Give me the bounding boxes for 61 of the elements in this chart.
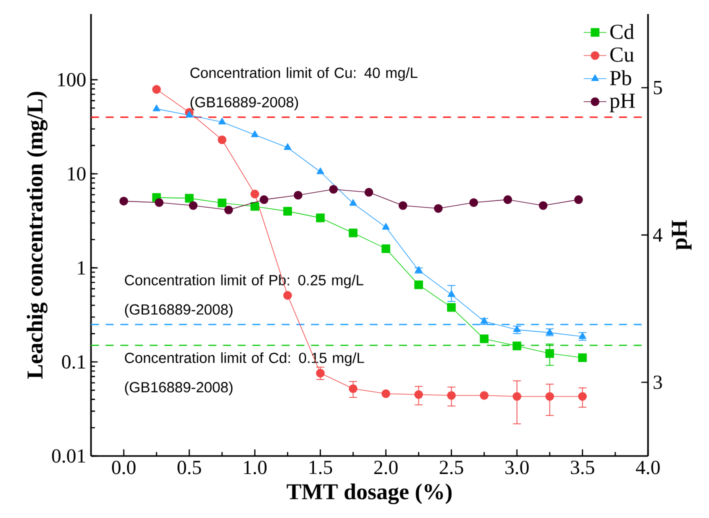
y-axis-title: Leachig concentration (mg/L) bbox=[26, 92, 48, 379]
point bbox=[447, 303, 456, 312]
y-tick-label: 10 bbox=[68, 167, 86, 181]
x-tick-label: 2.5 bbox=[440, 460, 464, 474]
y-tick-label: 0.01 bbox=[52, 449, 86, 463]
point bbox=[251, 130, 259, 138]
point bbox=[512, 392, 522, 401]
ref-line-label: Concentration limit of Cu: 40 mg/L (GB16889-2008) bbox=[190, 67, 418, 110]
point bbox=[414, 390, 423, 399]
legend-label: Cu bbox=[610, 47, 634, 62]
point bbox=[316, 167, 324, 174]
point bbox=[349, 199, 357, 206]
point bbox=[348, 384, 358, 393]
x-tick-label: 4.0 bbox=[636, 460, 660, 474]
point bbox=[578, 353, 587, 362]
point bbox=[316, 368, 325, 378]
point bbox=[480, 391, 489, 400]
point bbox=[218, 198, 226, 208]
legend-label: pH bbox=[610, 94, 635, 112]
point bbox=[250, 190, 260, 198]
point bbox=[513, 325, 521, 332]
x-tick-label: 1.5 bbox=[310, 460, 332, 474]
point bbox=[186, 110, 194, 118]
x-tick-label: 1.0 bbox=[244, 460, 267, 474]
point bbox=[448, 290, 456, 297]
point bbox=[545, 392, 554, 401]
point bbox=[382, 389, 390, 398]
point bbox=[283, 206, 292, 216]
point bbox=[250, 202, 260, 211]
point bbox=[382, 244, 390, 254]
y-tick-label: 1 bbox=[78, 261, 86, 274]
point bbox=[283, 291, 292, 300]
y2-tick-label: 4 bbox=[653, 228, 662, 242]
x-tick-label: 3.0 bbox=[505, 460, 529, 474]
y2-tick-label: 5 bbox=[654, 81, 662, 94]
y-tick-label: 100 bbox=[58, 73, 86, 86]
point bbox=[545, 349, 554, 358]
point bbox=[348, 228, 358, 238]
point bbox=[316, 214, 325, 222]
point bbox=[447, 391, 456, 400]
point bbox=[218, 118, 226, 124]
legend-label: Cd bbox=[610, 24, 634, 40]
point bbox=[382, 222, 390, 230]
point bbox=[578, 332, 586, 339]
y2-axis-title: pH bbox=[672, 220, 692, 250]
y2-tick-label: 3 bbox=[654, 376, 662, 390]
point bbox=[184, 194, 194, 203]
point bbox=[218, 135, 226, 144]
legend-label: Pb bbox=[610, 70, 632, 86]
point bbox=[414, 280, 423, 290]
x-tick-label: 2.0 bbox=[374, 460, 398, 474]
x-axis-title: TMT dosage (%) bbox=[286, 483, 452, 504]
x-tick-label: 3.5 bbox=[570, 460, 594, 474]
x-tick-label: 0.0 bbox=[112, 460, 136, 474]
point bbox=[578, 392, 587, 401]
point bbox=[152, 85, 161, 94]
y-tick-label: 0.1 bbox=[62, 355, 86, 369]
point bbox=[480, 334, 489, 344]
point bbox=[152, 104, 160, 112]
point bbox=[284, 143, 292, 150]
x-tick-label: 0.5 bbox=[178, 460, 202, 474]
